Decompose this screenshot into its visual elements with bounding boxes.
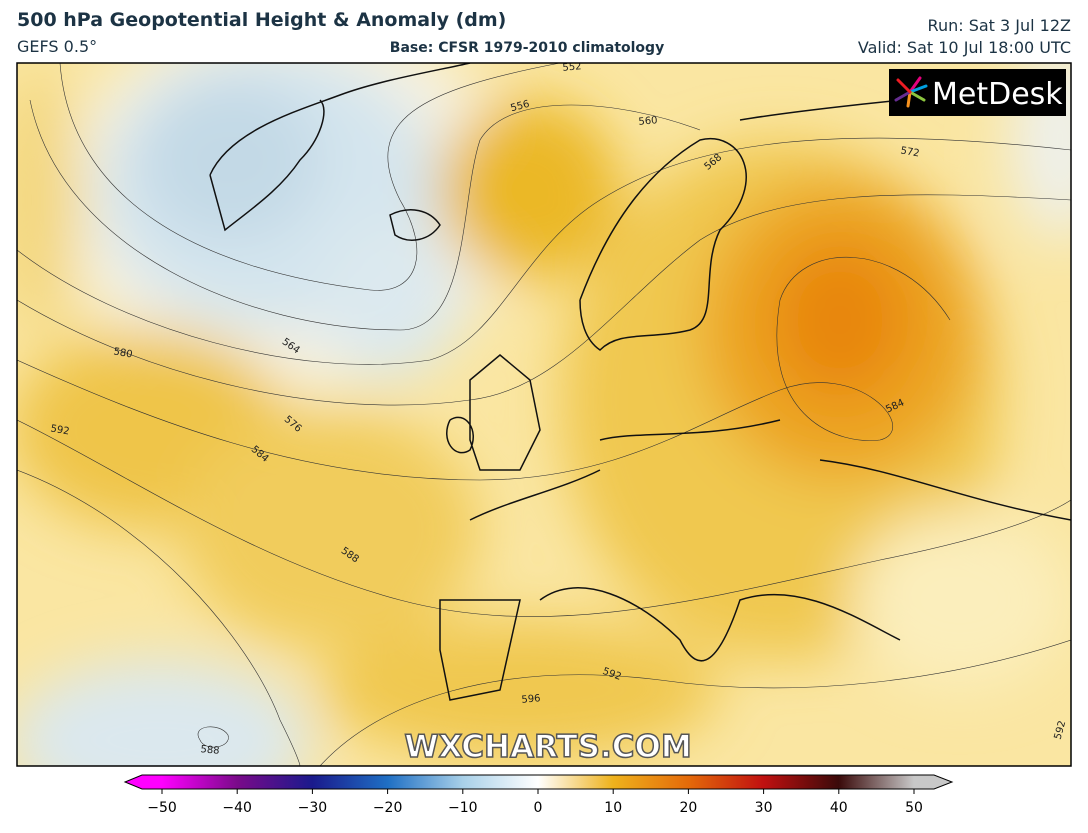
colorbar-tick-label: 40 (830, 800, 848, 816)
run: Run: Sat 3 Jul 12Z (928, 16, 1071, 35)
colorbar-tick-label: 10 (604, 800, 622, 816)
contour-label: 592 (1053, 719, 1069, 740)
colorbar-tick-label: −20 (373, 800, 403, 816)
contour-label: 588 (200, 744, 220, 757)
contour-label: 596 (521, 693, 541, 706)
watermark: WXCHARTS.COM (404, 729, 691, 765)
colorbar-tick-label: −10 (448, 800, 478, 816)
contour-label: 556 (509, 99, 530, 115)
contour-label: 580 (113, 346, 134, 360)
model: GEFS 0.5° (17, 37, 97, 56)
colorbar-tick-label: 30 (755, 800, 773, 816)
colorbar-tick-label: 50 (905, 800, 923, 816)
colorbar: −50 −40 −30 −20 −10 0 10 20 30 40 50 (123, 774, 954, 816)
map-frame (16, 62, 1072, 767)
contour-label: 560 (638, 115, 658, 128)
contour-label: 572 (900, 145, 921, 159)
title: 500 hPa Geopotential Height & Anomaly (d… (17, 9, 506, 31)
colorbar-tick-label: −40 (222, 800, 252, 816)
logo: MetDesk (889, 69, 1066, 116)
base: Base: CFSR 1979-2010 climatology (390, 40, 664, 56)
valid: Valid: Sat 10 Jul 18:00 UTC (858, 38, 1071, 57)
colorbar-tick-label: −30 (298, 800, 328, 816)
colorbar-bar (123, 774, 954, 790)
contour-label: 592 (50, 423, 71, 437)
contour-label: 552 (562, 61, 582, 74)
colorbar-tick-label: 20 (679, 800, 697, 816)
colorbar-tick-label: 0 (534, 800, 543, 816)
logo-text: MetDesk (932, 77, 1063, 112)
colorbar-tick-label: −50 (147, 800, 177, 816)
